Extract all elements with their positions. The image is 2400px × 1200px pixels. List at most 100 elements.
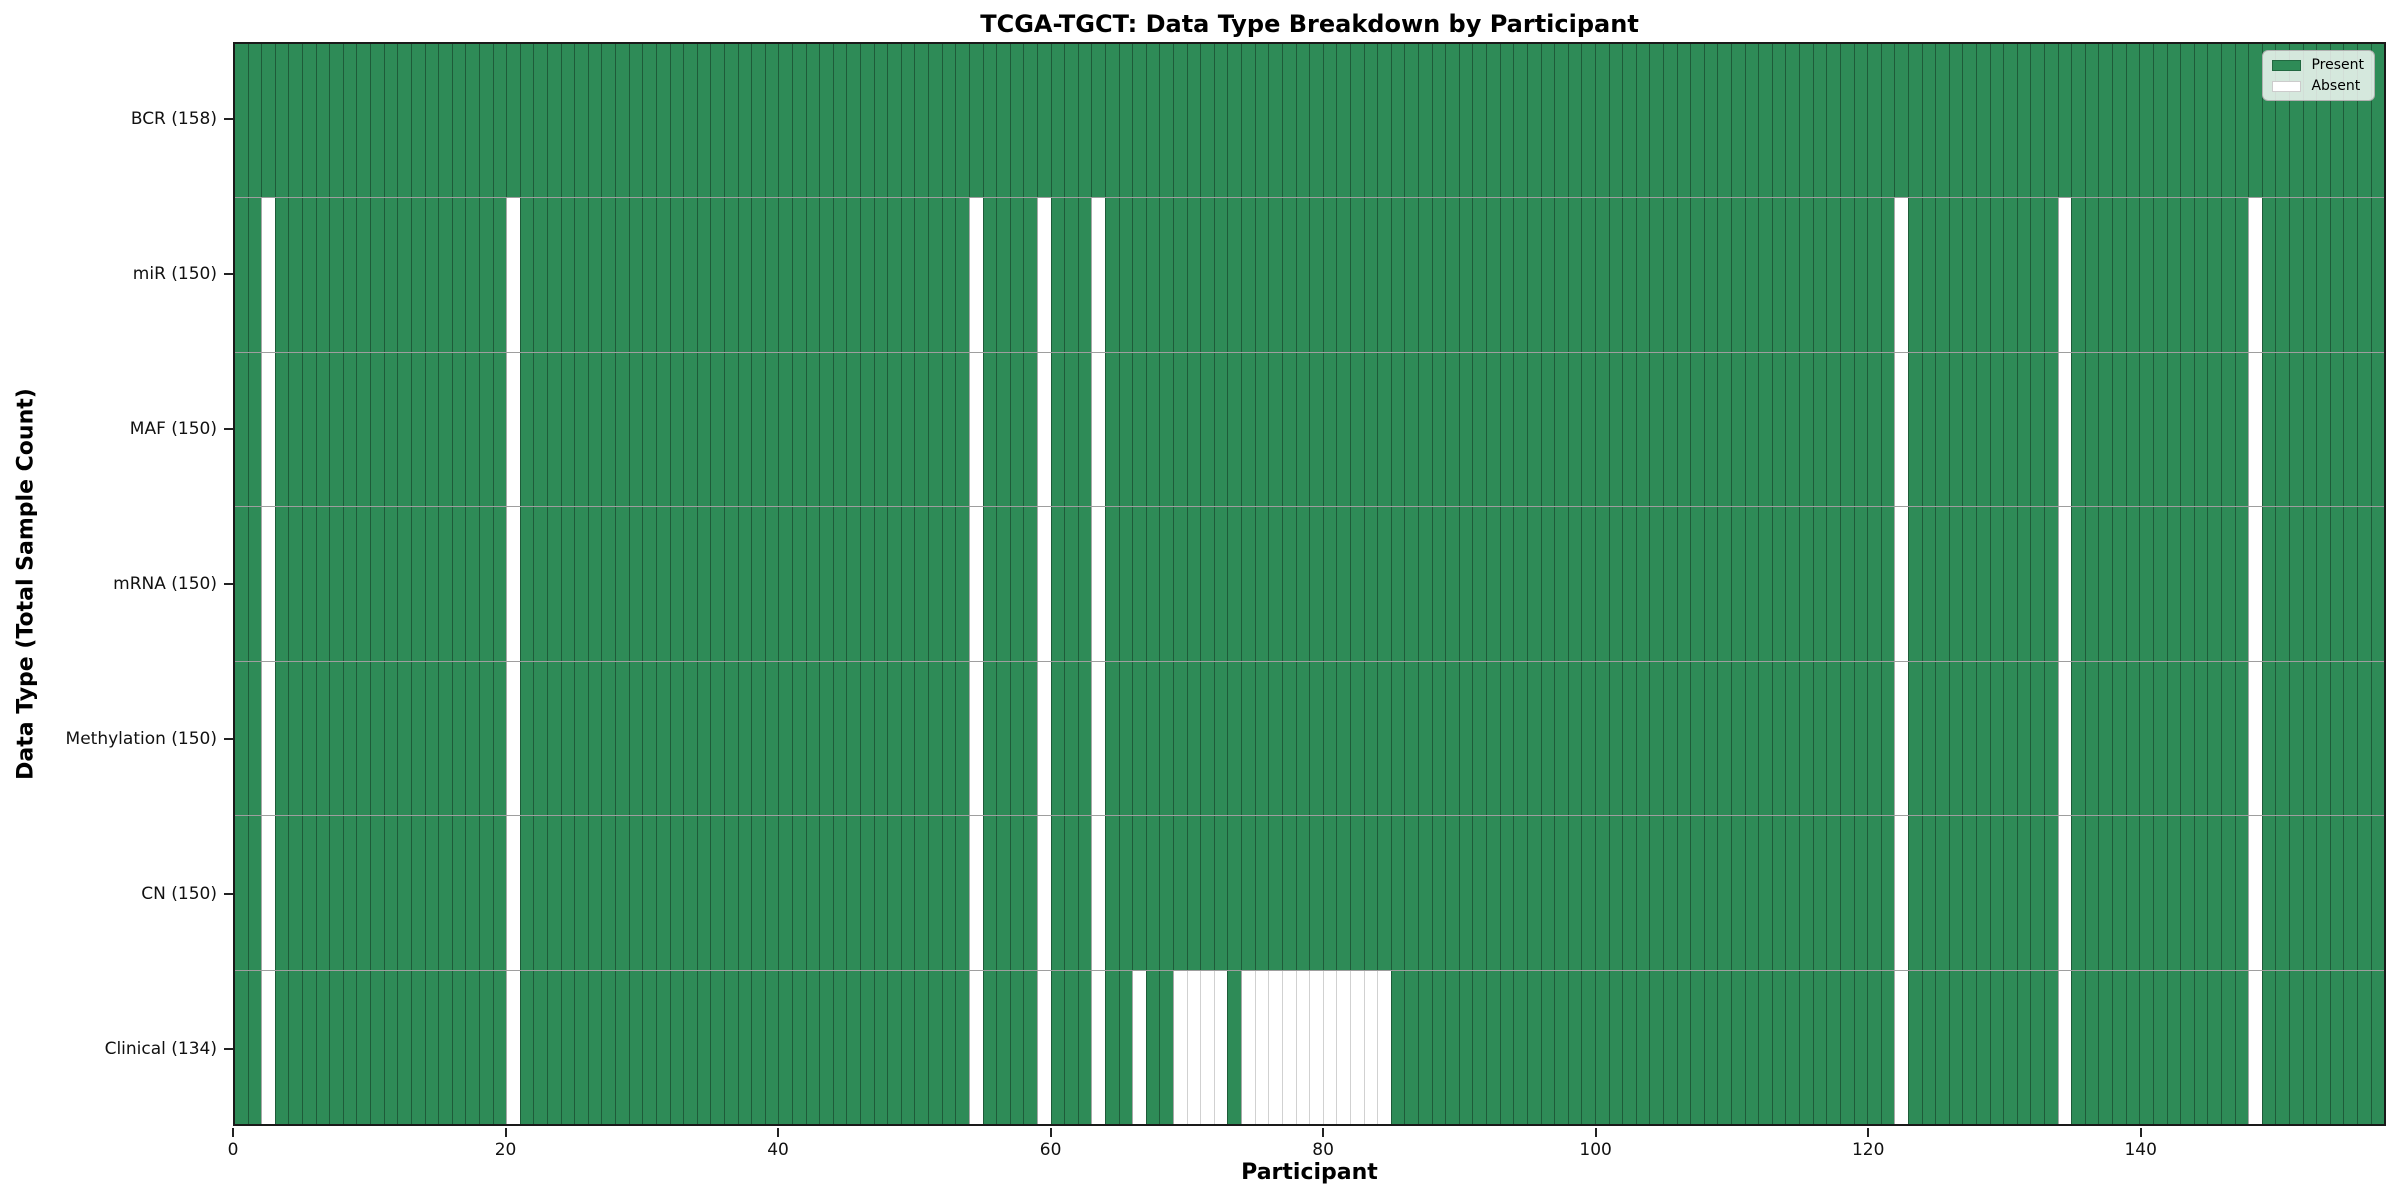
heatmap-cell — [2343, 970, 2358, 1124]
heatmap-cell — [1200, 816, 1214, 970]
heatmap-cell — [778, 507, 792, 661]
heatmap-cell — [2180, 661, 2194, 816]
heatmap-cell — [2003, 970, 2017, 1124]
heatmap-cell — [2098, 661, 2113, 816]
heatmap-cell — [274, 970, 289, 1124]
heatmap-cell — [1717, 507, 1732, 661]
heatmap-cell — [1962, 507, 1976, 661]
heatmap-cell — [1826, 816, 1840, 970]
heatmap-cell — [1608, 970, 1623, 1124]
heatmap-cell — [1132, 44, 1146, 198]
heatmap-cell — [1281, 507, 1296, 661]
heatmap-cell — [628, 661, 643, 816]
heatmap-cell — [860, 198, 874, 352]
heatmap-cell — [1540, 661, 1555, 816]
heatmap-cell — [2071, 507, 2085, 661]
y-tick-label-cn-150: CN (150) — [141, 883, 217, 904]
heatmap-cell — [247, 661, 262, 816]
heatmap-cell — [1295, 198, 1310, 352]
heatmap-cell — [1336, 352, 1350, 507]
heatmap-cell — [1921, 352, 1936, 507]
heatmap-cell — [928, 352, 942, 507]
heatmap-cell — [1227, 44, 1242, 198]
heatmap-cell — [1377, 970, 1391, 1124]
heatmap-cell — [1894, 44, 1908, 198]
heatmap-cell — [587, 816, 602, 970]
heatmap-cell — [1962, 44, 1976, 198]
heatmap-cell — [1404, 970, 1419, 1124]
heatmap-cell — [506, 970, 520, 1124]
heatmap-cell — [778, 816, 792, 970]
heatmap-cell — [1458, 816, 1473, 970]
heatmap-cell — [1907, 507, 1922, 661]
heatmap-cell — [2166, 352, 2181, 507]
heatmap-cell — [1717, 44, 1732, 198]
heatmap-cell — [710, 970, 724, 1124]
heatmap-cell — [1077, 816, 1092, 970]
heatmap-cell — [1962, 970, 1976, 1124]
heatmap-cell — [302, 970, 316, 1124]
heatmap-cell — [424, 507, 439, 661]
heatmap-cell — [1105, 661, 1119, 816]
heatmap-cell — [1513, 198, 1527, 352]
heatmap-cell — [996, 352, 1010, 507]
heatmap-cell — [1431, 816, 1446, 970]
heatmap-cell — [315, 352, 330, 507]
heatmap-cell — [1173, 352, 1187, 507]
heatmap-cell — [1853, 970, 1868, 1124]
heatmap-cell — [628, 970, 643, 1124]
heatmap-row-cn-150 — [235, 815, 2385, 970]
heatmap-cell — [302, 352, 316, 507]
heatmap-cell — [928, 44, 942, 198]
heatmap-cell — [478, 507, 493, 661]
heatmap-cell — [941, 507, 956, 661]
heatmap-cell — [465, 507, 479, 661]
heatmap-cell — [1064, 816, 1078, 970]
heatmap-cell — [1050, 198, 1065, 352]
heatmap-cell — [492, 198, 507, 352]
heatmap-cell — [1948, 816, 1963, 970]
heatmap-cell — [1404, 44, 1419, 198]
heatmap-cell — [1771, 507, 1786, 661]
heatmap-cell — [1799, 198, 1813, 352]
heatmap-cell — [710, 816, 724, 970]
heatmap-cell — [1023, 507, 1037, 661]
heatmap-cell — [1581, 816, 1595, 970]
heatmap-cell — [1907, 198, 1922, 352]
heatmap-cell — [235, 507, 248, 661]
heatmap-cell — [1009, 198, 1024, 352]
heatmap-cell — [1812, 198, 1827, 352]
heatmap-cell — [737, 44, 752, 198]
heatmap-cell — [1731, 44, 1745, 198]
heatmap-cell — [451, 970, 466, 1124]
heatmap-cell — [1622, 44, 1636, 198]
heatmap-cell — [1839, 970, 1854, 1124]
heatmap-cell — [2152, 816, 2167, 970]
heatmap-cell — [1826, 507, 1840, 661]
heatmap-cell — [860, 970, 874, 1124]
heatmap-cell — [1036, 198, 1051, 352]
heatmap-cell — [1173, 816, 1187, 970]
heatmap-cell — [1200, 198, 1214, 352]
heatmap-cell — [1486, 198, 1500, 352]
heatmap-cell — [2152, 970, 2167, 1124]
heatmap-cell — [968, 816, 983, 970]
heatmap-cell — [2234, 970, 2249, 1124]
heatmap-cell — [968, 352, 983, 507]
heatmap-cell — [860, 816, 874, 970]
heatmap-cell — [2220, 661, 2235, 816]
heatmap-cell — [2316, 352, 2330, 507]
heatmap-cell — [2370, 970, 2385, 1124]
heatmap-cell — [451, 198, 466, 352]
y-tick-label-mir-150: miR (150) — [132, 264, 217, 285]
heatmap-cell — [1241, 970, 1255, 1124]
heatmap-cell — [2016, 352, 2031, 507]
heatmap-cell — [438, 44, 452, 198]
x-tick-mark — [1867, 1128, 1870, 1137]
heatmap-cell — [2370, 198, 2385, 352]
heatmap-cell — [1731, 352, 1745, 507]
heatmap-cell — [2275, 816, 2290, 970]
heatmap-cell — [2357, 970, 2371, 1124]
heatmap-cell — [1077, 661, 1092, 816]
heatmap-cell — [1799, 661, 1813, 816]
